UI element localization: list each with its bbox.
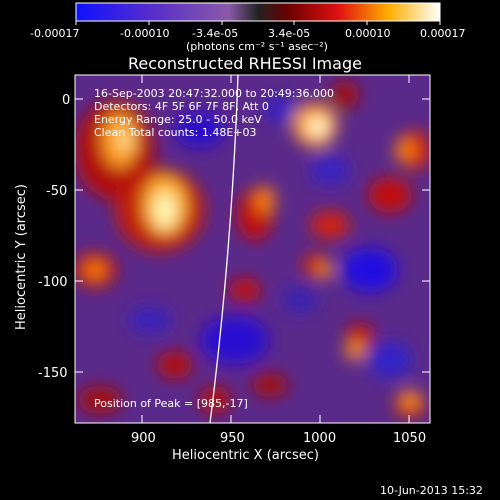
x-tick-1000: 1000: [303, 431, 336, 446]
info-line-time: 16-Sep-2003 20:47:32.000 to 20:49:36.000: [94, 87, 334, 100]
colorbar-tick-1: -0.00010: [120, 27, 169, 40]
footer-timestamp: 10-Jun-2013 15:32: [380, 484, 483, 497]
y-axis-ticks: [75, 98, 430, 373]
info-line-energy: Energy Range: 25.0 - 50.0 keV: [94, 113, 262, 126]
colorbar-tick-2: -3.4e-05: [192, 27, 238, 40]
y-tick-0: 0: [62, 93, 70, 108]
info-line-detectors: Detectors: 4F 5F 6F 7F 8F, Att 0: [94, 100, 269, 113]
colorbar-tick-0: -0.00017: [30, 27, 79, 40]
y-tick-minus100: -100: [38, 275, 68, 290]
x-tick-950: 950: [220, 431, 245, 446]
y-axis-label: Heliocentric Y (arcsec): [14, 184, 29, 330]
colorbar-ticks: [75, 21, 441, 25]
x-axis-label: Heliocentric X (arcsec): [172, 448, 319, 463]
solar-limb-line: [209, 75, 239, 423]
colorbar-tick-4: 0.00010: [345, 27, 391, 40]
y-tick-minus150: -150: [38, 366, 68, 381]
x-tick-900: 900: [131, 431, 156, 446]
plot-frame: [74, 74, 431, 424]
colorbar-units: (photons cm⁻² s⁻¹ asec⁻²): [186, 40, 328, 53]
info-line-counts: Clean Total counts: 1.48E+03: [94, 126, 257, 139]
colorbar: [75, 2, 441, 22]
reconstructed-image: [75, 75, 430, 423]
x-tick-1050: 1050: [393, 431, 426, 446]
colorbar-tick-3: 3.4e-05: [268, 27, 310, 40]
plot-title: Reconstructed RHESSI Image: [128, 54, 362, 73]
peak-position-label: Position of Peak = [985,-17]: [94, 397, 248, 410]
colorbar-tick-5: 0.00017: [420, 27, 466, 40]
x-axis-ticks: [141, 75, 410, 423]
y-tick-minus50: -50: [46, 184, 67, 199]
